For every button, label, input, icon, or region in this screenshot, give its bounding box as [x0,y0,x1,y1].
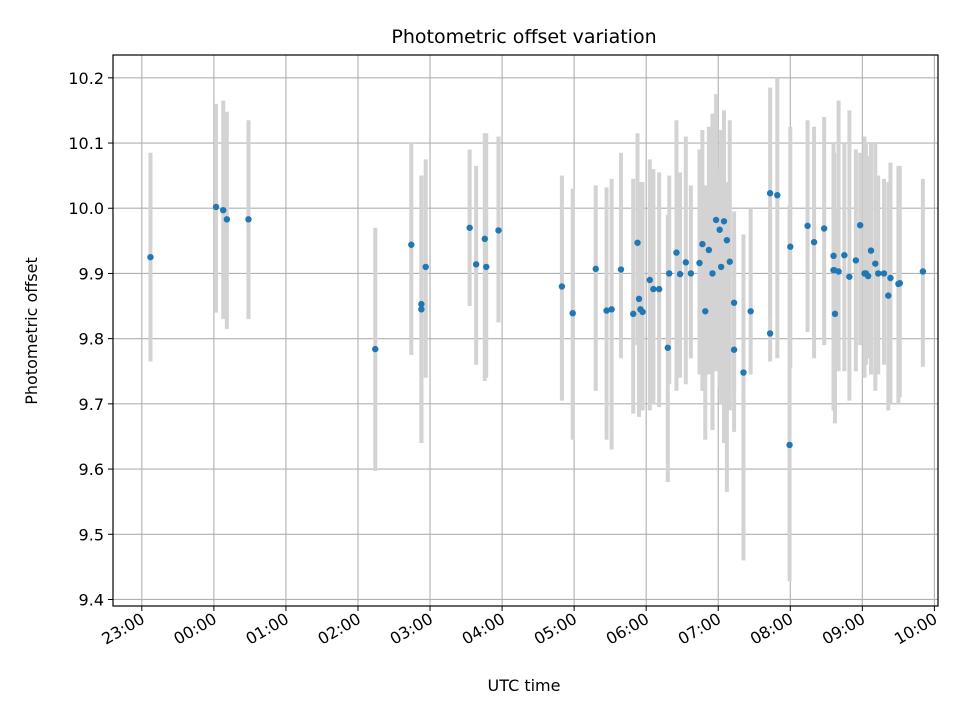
data-point [220,206,227,214]
y-tick-label: 9.7 [79,395,104,414]
data-point [874,270,882,277]
data-point [650,285,657,293]
data-point [831,310,839,318]
data-point [408,241,415,248]
data-point [705,246,713,254]
data-point [699,240,706,248]
data-point [245,216,252,223]
data-point [712,216,720,224]
data-point [646,276,653,284]
data-point [726,258,733,265]
grid [113,55,938,606]
data-point [709,270,716,277]
data-point [841,251,848,259]
data-point [481,235,488,243]
data-point [856,221,864,229]
y-tick-label: 10.1 [68,134,104,153]
data-point [592,265,599,273]
data-point [872,260,879,267]
y-tick-label: 10.0 [68,199,104,218]
data-point [664,344,672,351]
data-point [630,310,637,318]
data-point [422,263,429,271]
data-point [418,306,425,313]
data-point [835,268,842,275]
data-point [466,224,473,231]
data-point [766,330,774,337]
data-point [864,272,872,280]
data-point [723,236,731,244]
data-point [666,270,673,277]
data-point [655,285,663,293]
chart-title: Photometric offset variation [391,26,656,48]
data-point [810,238,818,246]
data-point [852,257,860,264]
data-point [495,227,502,234]
data-point [717,263,725,271]
data-point [730,346,738,353]
y-tick-label: 9.5 [79,525,104,544]
data-point [774,191,781,199]
data-point [558,283,566,290]
data-point [682,259,690,266]
data-point [846,273,853,280]
data-point [887,274,894,282]
data-point [720,218,728,225]
data-point [786,441,793,449]
data-point [687,270,695,277]
data-point [147,253,154,261]
data-point [896,280,904,287]
data-point [740,369,747,376]
data-point [603,307,610,314]
data-point [676,270,684,278]
data-point [696,259,703,267]
data-point [820,225,828,232]
y-axis-title: Photometric offset [22,257,41,405]
plot-frame [112,54,939,607]
data-point [483,263,490,271]
data-point [418,300,425,308]
data-point [634,239,641,246]
data-point [635,295,643,303]
data-point [804,222,811,230]
y-tick-label: 9.8 [79,330,104,349]
data-point [830,252,837,260]
data-point [223,216,231,223]
y-tick-label: 9.9 [79,264,104,283]
data-point [716,226,723,233]
data-point [617,266,625,273]
data-point [212,203,220,211]
data-point [639,308,646,316]
data-point [885,292,892,299]
error-bars [148,77,925,582]
data-point [569,310,576,317]
data-point [880,270,888,277]
data-point [608,306,615,313]
data-point [867,247,875,254]
data-point [673,249,680,256]
data-point [702,308,709,315]
data-points [147,190,927,449]
y-axis-ticks: 9.4 9.5 9.6 9.7 9.8 9.9 10.0 10.1 10.2 [68,69,113,609]
data-point [919,268,927,275]
data-point [766,190,774,197]
data-point [730,299,738,306]
data-point [472,261,480,268]
y-tick-label: 9.6 [79,460,104,479]
data-point [372,345,379,353]
y-tick-label: 9.4 [79,590,104,609]
x-axis-title: UTC time [488,676,561,695]
data-point [787,243,794,250]
data-point [747,308,754,315]
y-tick-label: 10.2 [68,69,104,88]
